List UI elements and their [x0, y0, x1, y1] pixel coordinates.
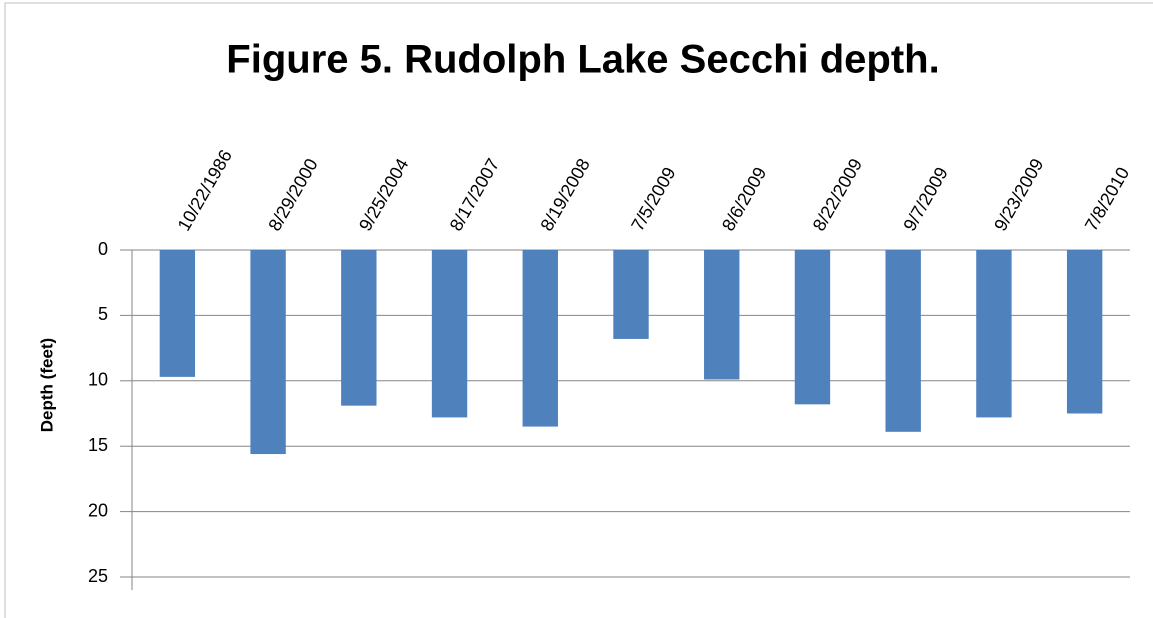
x-tick-label: 9/7/2009 [899, 164, 951, 235]
y-tick-label: 25 [88, 566, 108, 586]
y-tick-label: 0 [98, 239, 108, 259]
y-tick-label: 5 [98, 304, 108, 324]
bar [522, 250, 558, 427]
bar [613, 250, 649, 339]
x-tick-label: 8/19/2008 [537, 155, 594, 234]
bar [341, 250, 377, 406]
y-tick-label: 15 [88, 435, 108, 455]
bar [431, 250, 468, 418]
chart-border [4, 2, 1153, 618]
x-tick-label: 7/5/2009 [627, 164, 679, 235]
x-tick-label: 8/22/2009 [809, 155, 866, 234]
x-tick-label: 10/22/1986 [174, 146, 236, 234]
x-tick-label: 8/29/2000 [264, 155, 321, 234]
x-tick-label: 9/25/2004 [355, 155, 412, 234]
bar [250, 250, 286, 455]
x-tick-label: 9/23/2009 [990, 155, 1047, 234]
y-tick-label: 20 [88, 500, 108, 520]
bar [159, 250, 196, 377]
x-tick-label: 8/17/2007 [446, 155, 503, 234]
bar [885, 250, 921, 432]
bar [1066, 250, 1103, 414]
chart-title: Figure 5. Rudolph Lake Secchi depth. [226, 38, 939, 82]
y-axis-label: Depth (feet) [37, 338, 56, 432]
bar [976, 250, 1012, 418]
bar [794, 250, 831, 405]
bar [704, 250, 740, 380]
x-tick-label: 8/6/2009 [718, 164, 770, 235]
x-tick-label: 7/8/2010 [1081, 164, 1133, 235]
y-tick-label: 10 [88, 370, 108, 390]
